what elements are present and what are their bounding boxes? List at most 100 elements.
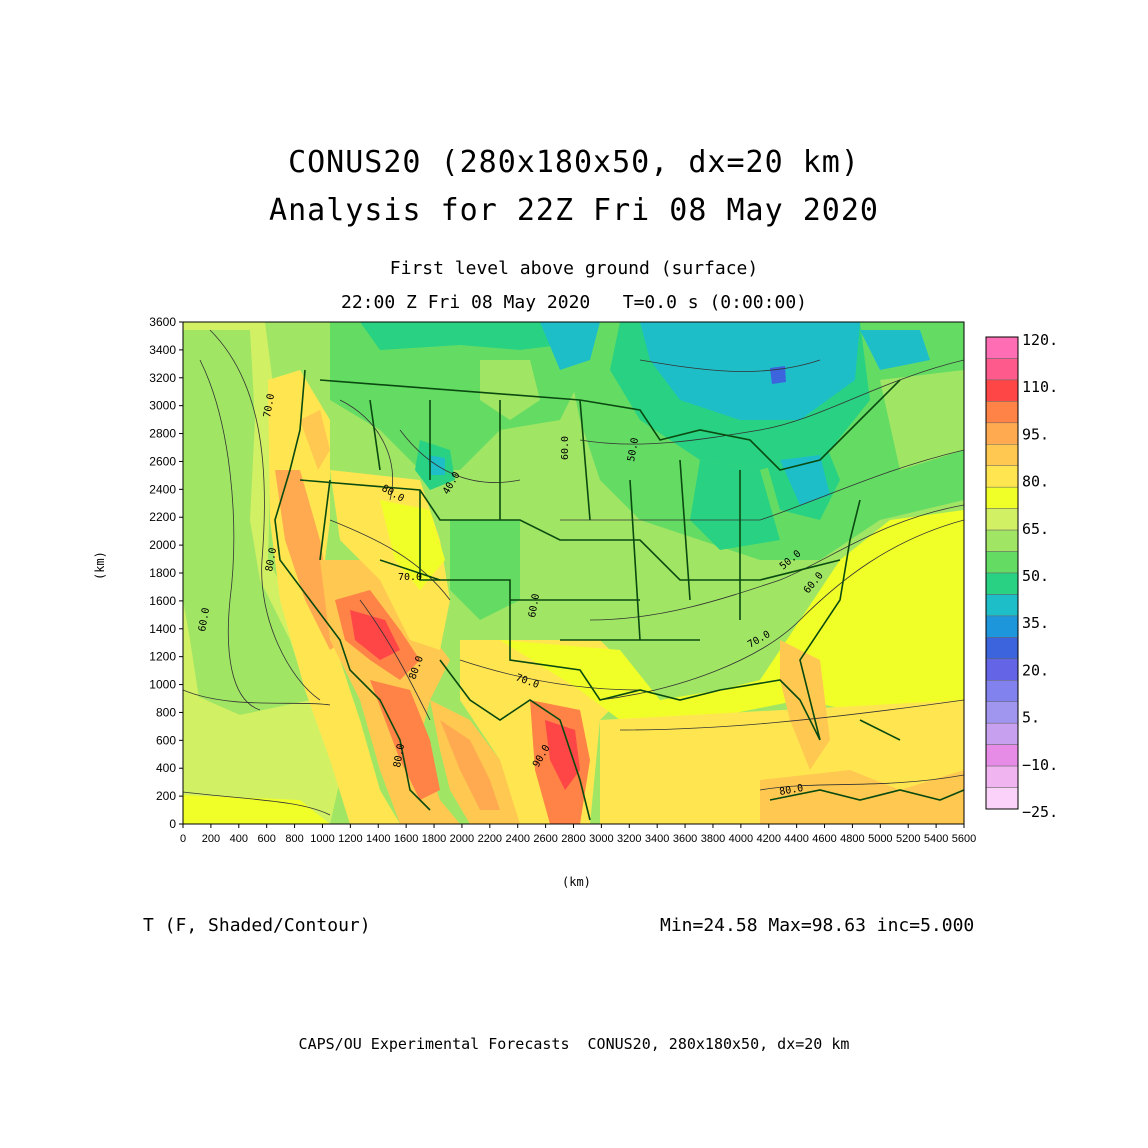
colorbar-label: 20. (1022, 661, 1049, 679)
contour-label: 50.0 (626, 437, 641, 463)
y-tick-label: 1200 (149, 650, 176, 664)
x-tick-label: 5400 (924, 833, 948, 845)
x-tick-label: 800 (285, 833, 303, 845)
colorbar-swatch (985, 358, 1019, 381)
y-tick-label: 3000 (149, 399, 176, 413)
x-tick-label: 1800 (422, 833, 446, 845)
colorbar-label: 95. (1022, 425, 1049, 443)
y-axis-label: (km) (93, 551, 107, 580)
x-tick-label: 5000 (868, 833, 892, 845)
colorbar-swatch (985, 379, 1019, 402)
y-tick-label: 600 (156, 733, 176, 747)
colorbar-label: 110. (1022, 378, 1058, 396)
x-tick-label: 5200 (896, 833, 920, 845)
colorbar-swatch (985, 615, 1019, 638)
footer-credit: CAPS/OU Experimental Forecasts CONUS20, … (298, 1035, 850, 1053)
y-tick-label: 2800 (149, 427, 176, 441)
shaded-field (183, 322, 964, 824)
subtitle-time: 22:00 Z Fri 08 May 2020 T=0.0 s (0:00:00… (341, 292, 807, 313)
colorbar-swatch (985, 680, 1019, 702)
colorbar-swatch (985, 787, 1019, 810)
x-tick-label: 2400 (505, 833, 529, 845)
x-tick-label: 0 (180, 833, 186, 845)
colorbar-swatch (985, 594, 1019, 617)
x-tick-label: 600 (257, 833, 275, 845)
contour-lines (183, 329, 964, 816)
y-tick-label: 1600 (149, 594, 176, 608)
y-tick-label: 3400 (149, 343, 176, 357)
x-tick-label: 4600 (812, 833, 836, 845)
x-tick-label: 4000 (729, 833, 753, 845)
colorbar-swatch (985, 701, 1019, 724)
colorbar-swatch (985, 444, 1019, 466)
colorbar-swatch (985, 551, 1019, 574)
colorbar-swatch (985, 722, 1019, 745)
colorbar-swatch (985, 572, 1019, 595)
colorbar-label: 120. (1022, 331, 1058, 349)
colorbar-label: 80. (1022, 473, 1049, 491)
y-tick-label: 2200 (149, 510, 176, 524)
y-tick-label: 3200 (149, 371, 176, 385)
colorbar-swatch (985, 658, 1019, 681)
geographic-boundaries (274, 369, 964, 821)
x-tick-label: 4200 (757, 833, 781, 845)
x-tick-label: 200 (202, 833, 220, 845)
colorbar-swatch (985, 401, 1019, 424)
y-axis: 0 200 400 600 800 1000 1200 1400 1600 1800 2000 220… (149, 315, 183, 831)
contour-label: 60.0 (527, 593, 542, 619)
colorbar: 120. 110. 95. 80. 65. 50. 35. 20. 5. −10. −25. (985, 331, 1058, 821)
colorbar-label: 65. (1022, 520, 1049, 538)
y-tick-label: 0 (169, 817, 176, 831)
x-tick-label: 400 (230, 833, 248, 845)
y-tick-label: 2000 (149, 538, 176, 552)
x-tick-label: 2200 (478, 833, 502, 845)
colorbar-swatch (985, 744, 1019, 767)
contour-label: 60.0 (197, 607, 212, 633)
x-tick-label: 1200 (338, 833, 362, 845)
x-tick-label: 3800 (701, 833, 725, 845)
colorbar-frame (985, 336, 1019, 810)
field-label: T (F, Shaded/Contour) (143, 915, 371, 936)
y-tick-label: 200 (156, 789, 176, 803)
x-tick-label: 5600 (952, 833, 976, 845)
colorbar-label: −10. (1022, 756, 1058, 774)
subtitle-level: First level above ground (surface) (389, 258, 759, 279)
contour-label: 70.0 (398, 572, 422, 583)
x-tick-label: 1600 (394, 833, 418, 845)
y-tick-label: 800 (156, 705, 176, 719)
title-line-1: CONUS20 (280x180x50, dx=20 km) (288, 145, 860, 180)
x-tick-label: 2000 (450, 833, 474, 845)
contour-label: 80.0 (264, 547, 279, 573)
colorbar-label: −25. (1022, 803, 1058, 821)
x-axis-label: (km) (562, 875, 591, 889)
contour-label: 60.0 (560, 436, 571, 460)
y-tick-label: 2600 (149, 454, 176, 468)
colorbar-swatch (985, 465, 1019, 488)
colorbar-label: 50. (1022, 567, 1049, 585)
colorbar-swatch (985, 486, 1019, 509)
contour-label: 80.0 (392, 743, 407, 769)
colorbar-swatch (985, 422, 1019, 445)
y-tick-label: 1800 (149, 566, 176, 580)
contour-label: 70.0 (262, 393, 277, 419)
colorbar-swatch (985, 765, 1019, 788)
colorbar-swatch (985, 637, 1019, 660)
colorbar-label: 35. (1022, 614, 1049, 632)
x-tick-label: 1400 (366, 833, 390, 845)
y-tick-label: 3600 (149, 315, 176, 329)
x-tick-label: 2800 (561, 833, 585, 845)
x-tick-label: 3200 (617, 833, 641, 845)
colorbar-swatch (985, 336, 1019, 359)
y-tick-label: 1000 (149, 678, 176, 692)
title-line-2: Analysis for 22Z Fri 08 May 2020 (269, 193, 879, 228)
contour-label: 80.0 (779, 783, 805, 798)
x-tick-label: 2600 (533, 833, 557, 845)
colorbar-label: 5. (1022, 709, 1040, 727)
field-stats: Min=24.58 Max=98.63 inc=5.000 (660, 915, 975, 936)
colorbar-swatch (985, 529, 1019, 552)
x-tick-label: 3400 (645, 833, 669, 845)
y-tick-label: 1400 (149, 622, 176, 636)
x-axis: 0 200 400 600 800 1000 1200 1400 1600 1800 2000 220… (180, 824, 976, 845)
x-tick-label: 4800 (840, 833, 864, 845)
